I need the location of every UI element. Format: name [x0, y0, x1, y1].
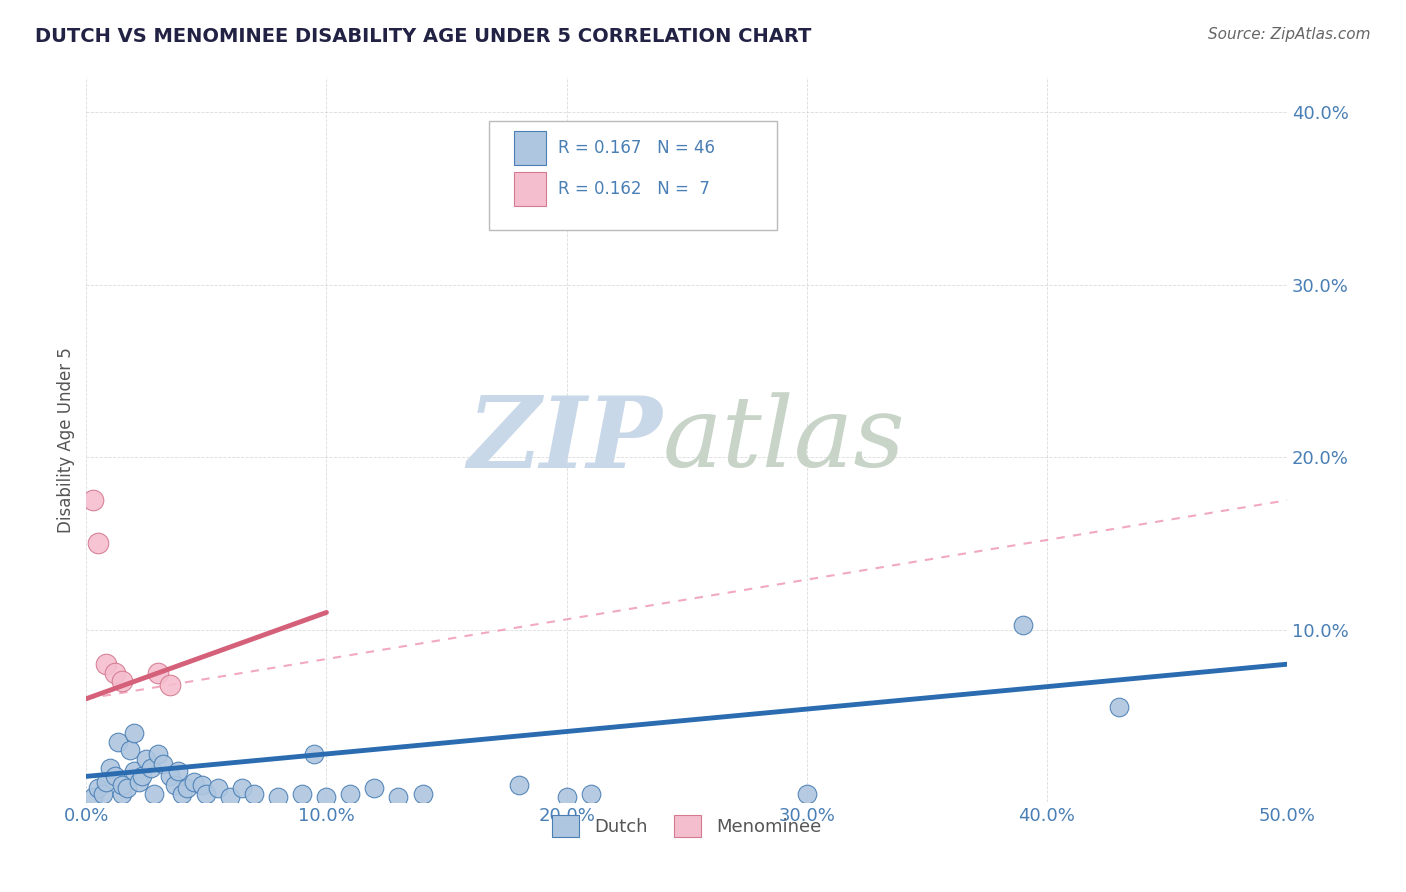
- Point: [94, 657, 117, 672]
- Legend: Dutch, Menominee: Dutch, Menominee: [546, 807, 828, 844]
- FancyBboxPatch shape: [513, 130, 546, 165]
- Point: [124, 726, 146, 740]
- Point: [166, 764, 188, 779]
- Point: [115, 781, 138, 796]
- Point: [82, 493, 104, 508]
- Y-axis label: Disability Age Under 5: Disability Age Under 5: [58, 347, 75, 533]
- Text: atlas: atlas: [662, 392, 905, 488]
- Point: [118, 743, 141, 757]
- Point: [87, 781, 110, 796]
- Point: [387, 790, 409, 805]
- Point: [219, 790, 242, 805]
- Point: [128, 774, 150, 789]
- Point: [412, 787, 434, 801]
- Point: [291, 787, 314, 801]
- FancyBboxPatch shape: [513, 172, 546, 206]
- Point: [131, 769, 153, 783]
- Text: Source: ZipAtlas.com: Source: ZipAtlas.com: [1208, 27, 1371, 42]
- Point: [508, 778, 530, 792]
- Point: [796, 787, 818, 801]
- Point: [1012, 617, 1035, 632]
- Point: [104, 665, 127, 680]
- Point: [176, 781, 198, 796]
- Point: [87, 536, 110, 550]
- Point: [159, 678, 181, 692]
- Point: [94, 774, 117, 789]
- Point: [152, 757, 174, 772]
- Point: [243, 787, 266, 801]
- Point: [555, 790, 578, 805]
- Point: [267, 790, 290, 805]
- Point: [107, 735, 129, 749]
- Text: R = 0.162   N =  7: R = 0.162 N = 7: [558, 180, 710, 198]
- Point: [91, 787, 114, 801]
- Point: [139, 761, 162, 775]
- Point: [1108, 700, 1130, 714]
- Text: ZIP: ZIP: [468, 392, 662, 488]
- Point: [190, 778, 212, 792]
- Point: [104, 769, 127, 783]
- Text: DUTCH VS MENOMINEE DISABILITY AGE UNDER 5 CORRELATION CHART: DUTCH VS MENOMINEE DISABILITY AGE UNDER …: [35, 27, 811, 45]
- Point: [142, 787, 165, 801]
- FancyBboxPatch shape: [488, 121, 776, 229]
- Point: [98, 761, 121, 775]
- Point: [195, 787, 218, 801]
- Point: [315, 790, 337, 805]
- Point: [363, 781, 385, 796]
- Point: [111, 674, 134, 689]
- Point: [82, 790, 104, 805]
- Point: [207, 781, 229, 796]
- Point: [124, 764, 146, 779]
- Point: [159, 769, 181, 783]
- Point: [148, 747, 170, 761]
- Point: [148, 665, 170, 680]
- Point: [165, 778, 187, 792]
- Point: [579, 787, 602, 801]
- Text: R = 0.167   N = 46: R = 0.167 N = 46: [558, 138, 716, 157]
- Point: [111, 778, 134, 792]
- Point: [231, 781, 253, 796]
- Point: [339, 787, 361, 801]
- Point: [172, 787, 194, 801]
- Point: [135, 752, 157, 766]
- Point: [111, 787, 134, 801]
- Point: [304, 747, 326, 761]
- Point: [183, 774, 205, 789]
